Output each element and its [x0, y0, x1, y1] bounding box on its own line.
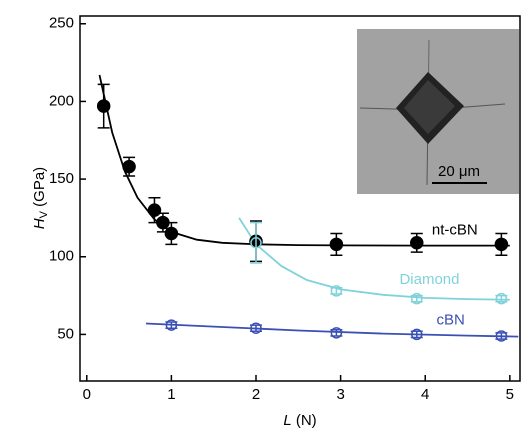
series-label: nt-cBN [432, 221, 478, 238]
y-tick-label: 250 [49, 15, 74, 32]
y-tick-label: 200 [49, 92, 74, 109]
x-tick-label: 3 [336, 386, 344, 403]
x-tick-label: 2 [252, 386, 260, 403]
x-tick-label: 0 [83, 386, 91, 403]
y-tick-label: 150 [49, 170, 74, 187]
x-tick-label: 5 [506, 386, 514, 403]
y-tick-label: 100 [49, 248, 74, 265]
y-axis-label: HV (GPa) [31, 167, 50, 229]
y-tick-label: 50 [57, 325, 74, 342]
point [411, 237, 423, 249]
series-label: Diamond [399, 271, 459, 288]
inset-scale-label: 20 μm [438, 163, 480, 180]
point [495, 238, 507, 250]
inset-image: 20 μm [357, 29, 519, 194]
point [165, 227, 177, 239]
chart: 20 μm HV (GPa) L (N) 50 100 150 200 250 0 1 2 3 4… [0, 0, 532, 430]
point [123, 161, 135, 173]
x-tick-label: 4 [421, 386, 429, 403]
point [98, 100, 110, 112]
point [148, 204, 160, 216]
point [330, 238, 342, 250]
x-axis-label: L (N) [283, 412, 316, 429]
x-tick-label: 1 [167, 386, 175, 403]
series-label: cBN [436, 311, 464, 328]
